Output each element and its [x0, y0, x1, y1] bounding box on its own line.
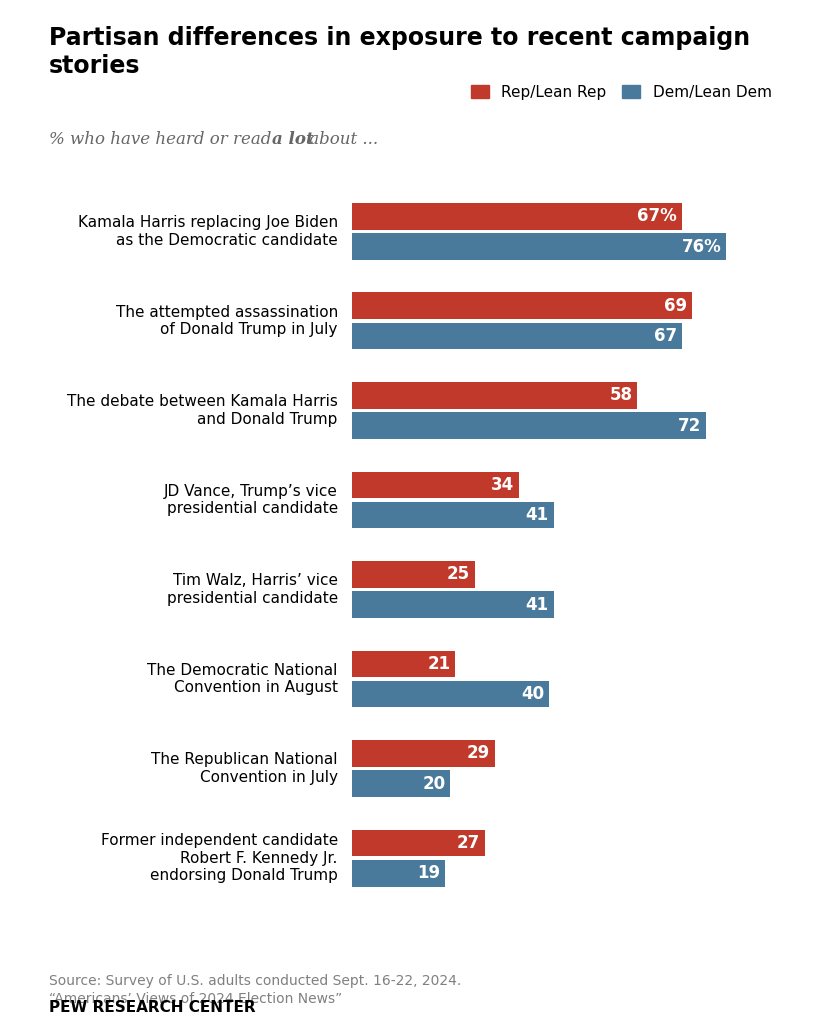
- Text: Partisan differences in exposure to recent campaign
stories: Partisan differences in exposure to rece…: [49, 26, 750, 79]
- Text: 34: 34: [491, 476, 515, 494]
- Text: 41: 41: [526, 595, 549, 614]
- Bar: [352, 501, 554, 529]
- Bar: [352, 203, 682, 230]
- Bar: [352, 293, 692, 319]
- Bar: [352, 472, 519, 498]
- Text: 40: 40: [521, 685, 544, 703]
- Bar: [352, 680, 549, 708]
- Text: 76%: 76%: [681, 237, 721, 256]
- Bar: [352, 561, 475, 588]
- Bar: [352, 651, 455, 677]
- Bar: [352, 591, 554, 618]
- Text: 29: 29: [466, 745, 490, 762]
- Text: 72: 72: [678, 416, 702, 435]
- Text: about ...: about ...: [304, 131, 379, 148]
- Text: 25: 25: [447, 566, 470, 583]
- Text: 58: 58: [609, 387, 632, 404]
- Text: % who have heard or read: % who have heard or read: [49, 131, 276, 148]
- Text: 27: 27: [456, 834, 480, 852]
- Bar: [352, 770, 450, 797]
- Text: 21: 21: [427, 655, 450, 673]
- Bar: [352, 412, 707, 439]
- Text: 20: 20: [422, 774, 445, 793]
- Text: a lot: a lot: [272, 131, 313, 148]
- Bar: [352, 830, 485, 856]
- Text: 69: 69: [663, 297, 687, 315]
- Text: Source: Survey of U.S. adults conducted Sept. 16-22, 2024.
“Americans’ Views of : Source: Survey of U.S. adults conducted …: [49, 974, 461, 1007]
- Bar: [352, 382, 637, 409]
- Bar: [352, 859, 445, 887]
- Text: PEW RESEARCH CENTER: PEW RESEARCH CENTER: [49, 1000, 256, 1016]
- Bar: [352, 233, 726, 260]
- Bar: [352, 740, 495, 767]
- Text: 67: 67: [654, 327, 677, 345]
- Text: 19: 19: [417, 864, 440, 882]
- Bar: [352, 322, 682, 350]
- Text: 41: 41: [526, 506, 549, 524]
- Text: 67%: 67%: [637, 208, 677, 225]
- Legend: Rep/Lean Rep, Dem/Lean Dem: Rep/Lean Rep, Dem/Lean Dem: [465, 79, 778, 106]
